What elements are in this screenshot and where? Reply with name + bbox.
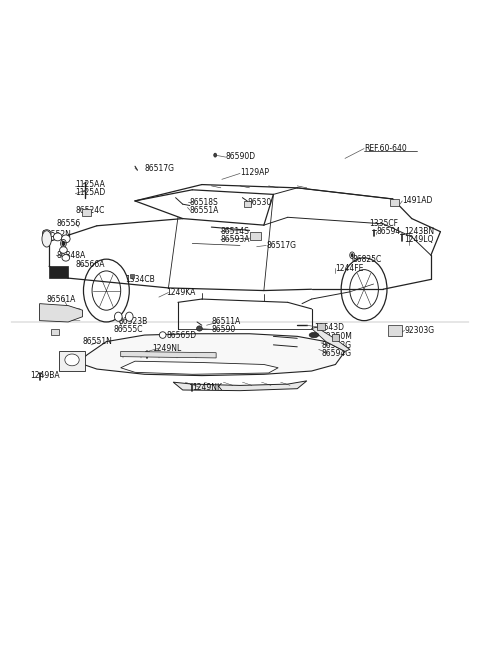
Bar	[59, 351, 85, 371]
Text: 1125AA: 1125AA	[75, 180, 105, 189]
Text: 18643D: 18643D	[314, 323, 344, 332]
Text: 86524C: 86524C	[75, 206, 105, 215]
Text: 1249NL: 1249NL	[152, 344, 181, 353]
Text: 1243BN: 1243BN	[405, 227, 435, 236]
Ellipse shape	[42, 231, 51, 247]
Text: 1244FE: 1244FE	[336, 264, 364, 273]
Text: 86825C: 86825C	[352, 256, 382, 264]
Circle shape	[61, 241, 65, 246]
Text: 86514S: 86514S	[221, 227, 250, 236]
Ellipse shape	[309, 332, 319, 338]
Text: 1249BA: 1249BA	[30, 371, 60, 380]
Text: 86848A: 86848A	[56, 251, 85, 260]
Text: 1249LQ: 1249LQ	[405, 235, 434, 244]
Bar	[250, 233, 262, 240]
Text: 92303G: 92303G	[405, 326, 435, 335]
Polygon shape	[120, 361, 278, 374]
Text: 86594: 86594	[376, 227, 400, 236]
Ellipse shape	[62, 254, 70, 261]
Polygon shape	[39, 304, 83, 322]
Bar	[317, 323, 325, 330]
Text: 86593A: 86593A	[221, 235, 251, 244]
Text: 86590D: 86590D	[226, 152, 256, 161]
Bar	[388, 325, 402, 336]
Circle shape	[351, 253, 354, 257]
Ellipse shape	[53, 233, 62, 241]
Text: 86523B: 86523B	[118, 317, 147, 327]
Polygon shape	[120, 351, 216, 358]
Text: 1129AP: 1129AP	[240, 168, 269, 177]
Text: 86517G: 86517G	[266, 241, 296, 250]
Text: 86551N: 86551N	[83, 337, 112, 346]
Polygon shape	[312, 327, 350, 351]
Text: 86590: 86590	[211, 325, 236, 334]
Text: 1249NK: 1249NK	[192, 383, 222, 392]
Text: 86517G: 86517G	[144, 164, 175, 173]
Text: 86593G: 86593G	[321, 341, 351, 350]
Bar	[51, 328, 59, 335]
Bar	[390, 199, 399, 206]
Polygon shape	[30, 198, 431, 299]
Text: 86518S: 86518S	[190, 198, 219, 207]
Bar	[332, 334, 339, 341]
Text: 1491AD: 1491AD	[402, 196, 432, 206]
Text: 86565D: 86565D	[166, 330, 196, 340]
Ellipse shape	[65, 354, 79, 366]
Text: 86530: 86530	[247, 198, 271, 207]
Polygon shape	[78, 334, 345, 376]
Ellipse shape	[125, 312, 133, 321]
Text: 86556: 86556	[56, 219, 81, 229]
Polygon shape	[173, 381, 307, 391]
Bar	[82, 210, 91, 216]
Text: REF.60-640: REF.60-640	[364, 144, 407, 153]
Text: 86511A: 86511A	[211, 317, 240, 327]
Text: 86555C: 86555C	[114, 325, 143, 334]
Ellipse shape	[214, 153, 216, 157]
Text: 86594G: 86594G	[321, 349, 351, 358]
Text: 86561A: 86561A	[47, 294, 76, 304]
Ellipse shape	[159, 332, 166, 338]
Ellipse shape	[42, 230, 51, 238]
Text: 1125AD: 1125AD	[75, 188, 106, 197]
Bar	[244, 201, 251, 208]
Text: 86551A: 86551A	[190, 206, 219, 215]
Text: 1334CB: 1334CB	[125, 275, 155, 284]
Ellipse shape	[60, 247, 67, 253]
Ellipse shape	[115, 312, 122, 321]
Text: 1335CF: 1335CF	[369, 219, 398, 229]
Bar	[130, 274, 134, 278]
Text: 86566A: 86566A	[75, 260, 105, 269]
Text: 86552N: 86552N	[42, 231, 72, 239]
Ellipse shape	[61, 235, 70, 243]
Text: 92350M: 92350M	[321, 332, 352, 341]
Ellipse shape	[197, 326, 202, 331]
Bar	[49, 266, 68, 278]
Text: 1249KA: 1249KA	[166, 288, 195, 297]
